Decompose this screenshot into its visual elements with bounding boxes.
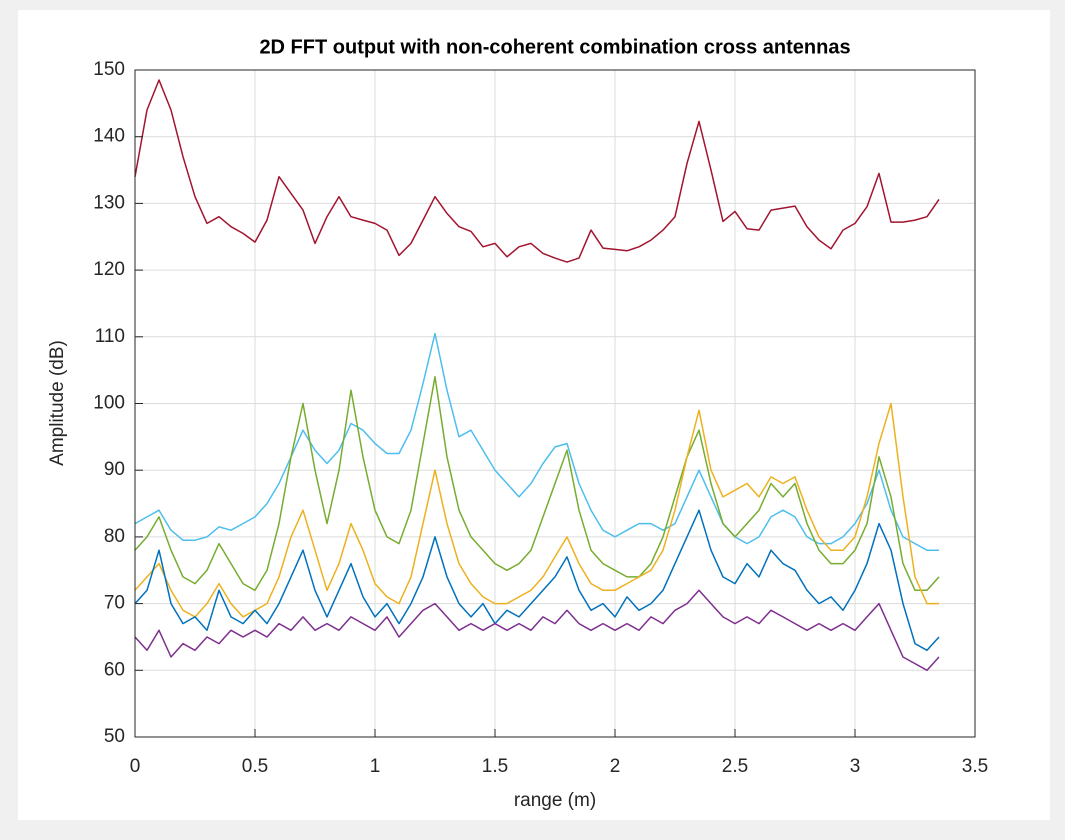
y-tick-label: 80 — [104, 526, 125, 547]
series-line — [134, 376, 940, 592]
x-tick-label: 2 — [610, 756, 621, 777]
x-axis-label: range (m) — [514, 790, 596, 811]
x-tick-label: 0.5 — [242, 756, 268, 777]
series-line — [134, 509, 940, 652]
y-tick-label: 110 — [95, 326, 125, 347]
x-tick-label: 2.5 — [722, 756, 748, 777]
y-axis-label: Amplitude (dB) — [47, 340, 68, 466]
chart-title: 2D FFT output with non-coherent combinat… — [259, 36, 850, 58]
series-line — [134, 589, 940, 672]
axes-box — [134, 69, 976, 738]
series-line — [134, 402, 939, 618]
x-tick-label: 0 — [130, 756, 141, 777]
x-tick-label: 1.5 — [482, 756, 508, 777]
y-tick-label: 150 — [93, 59, 125, 80]
x-tick-label: 3.5 — [962, 756, 988, 777]
x-tick-label: 1 — [370, 756, 381, 777]
axes: 0 0.5 1 1.5 2 2.5 3 3.5 50 60 70 80 90 100 110 120 130 14… — [93, 59, 988, 777]
lines — [134, 79, 940, 672]
y-tick-label: 70 — [104, 593, 125, 614]
y-tick-label: 130 — [93, 192, 125, 213]
y-tick-label: 140 — [93, 126, 125, 147]
y-tick-label: 50 — [104, 726, 125, 747]
series-line — [134, 79, 940, 263]
y-tick-label: 90 — [104, 459, 125, 480]
x-tick-label: 3 — [850, 756, 861, 777]
series-line — [134, 332, 939, 551]
y-tick-label: 60 — [104, 659, 125, 680]
y-tick-label: 120 — [93, 259, 125, 280]
y-tick-label: 100 — [93, 393, 125, 414]
